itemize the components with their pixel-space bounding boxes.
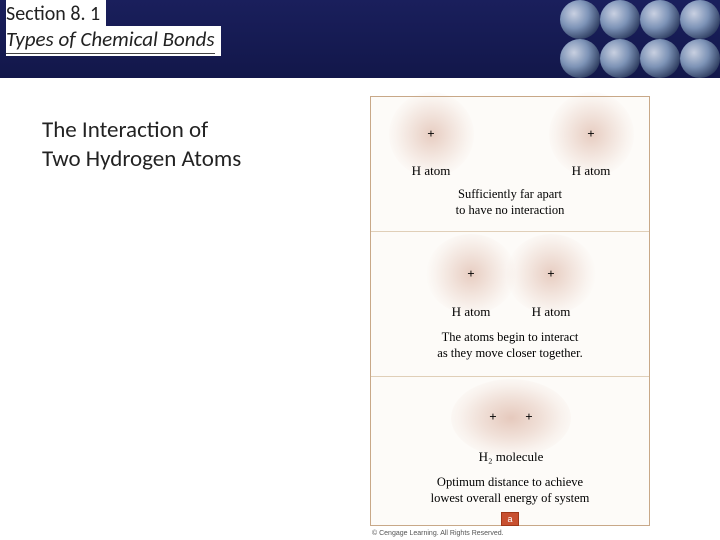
atom-label-right: H atom [532,304,571,320]
section-title-wrap: Types of Chemical Bonds [6,26,221,56]
electron-cloud-merged [451,379,571,457]
sphere-icon [600,0,640,39]
atom-label-left: H atom [412,163,451,179]
nucleus-symbol: + [587,126,594,142]
diagram-panel-3: + + H₂ molecule Optimum distance to achi… [371,377,649,525]
section-number: Section 8. 1 [6,2,100,28]
caption-line: Sufficiently far apart [458,187,562,201]
diagram-panel-2: + + H atom H atom The atoms begin to int… [371,232,649,377]
panel3-caption: Optimum distance to achieve lowest overa… [371,475,649,506]
nucleus-symbol: + [489,409,496,425]
slide-header: Section 8. 1 Types of Chemical Bonds [0,0,720,78]
nucleus-symbol: + [467,266,474,282]
sphere-icon [560,0,600,39]
caption-line: lowest overall energy of system [431,491,590,505]
nucleus-symbol: + [427,126,434,142]
caption-line: to have no interaction [456,203,565,217]
sphere-icon [680,0,720,39]
panel2-caption: The atoms begin to interact as they move… [371,330,649,361]
sphere-icon [600,39,640,78]
caption-line: The atoms begin to interact [442,330,579,344]
sphere-icon [640,0,680,39]
nucleus-symbol: + [525,409,532,425]
sphere-icon [680,39,720,78]
section-number-wrap: Section 8. 1 [6,0,106,26]
sphere-icon [640,39,680,78]
content-title-line1: The Interaction of [42,116,322,145]
header-sphere-decoration [560,0,720,78]
atom-label-right: H atom [572,163,611,179]
figure-badge: a [501,512,519,526]
atom-label-left: H atom [452,304,491,320]
diagram-panel-1: + + H atom H atom Sufficiently far apart… [371,97,649,232]
caption-line: as they move closer together. [437,346,582,360]
content-title-line2: Two Hydrogen Atoms [42,145,322,174]
caption-line: Optimum distance to achieve [437,475,583,489]
sphere-icon [560,39,600,78]
section-title: Types of Chemical Bonds [6,26,215,54]
copyright-text: © Cengage Learning. All Rights Reserved. [372,530,504,537]
slide-content: The Interaction of Two Hydrogen Atoms + … [0,78,720,540]
content-title: The Interaction of Two Hydrogen Atoms [42,116,322,174]
hydrogen-interaction-diagram: + + H atom H atom Sufficiently far apart… [370,96,650,526]
molecule-label: H₂ molecule [479,449,544,465]
nucleus-symbol: + [547,266,554,282]
panel1-caption: Sufficiently far apart to have no intera… [371,187,649,218]
